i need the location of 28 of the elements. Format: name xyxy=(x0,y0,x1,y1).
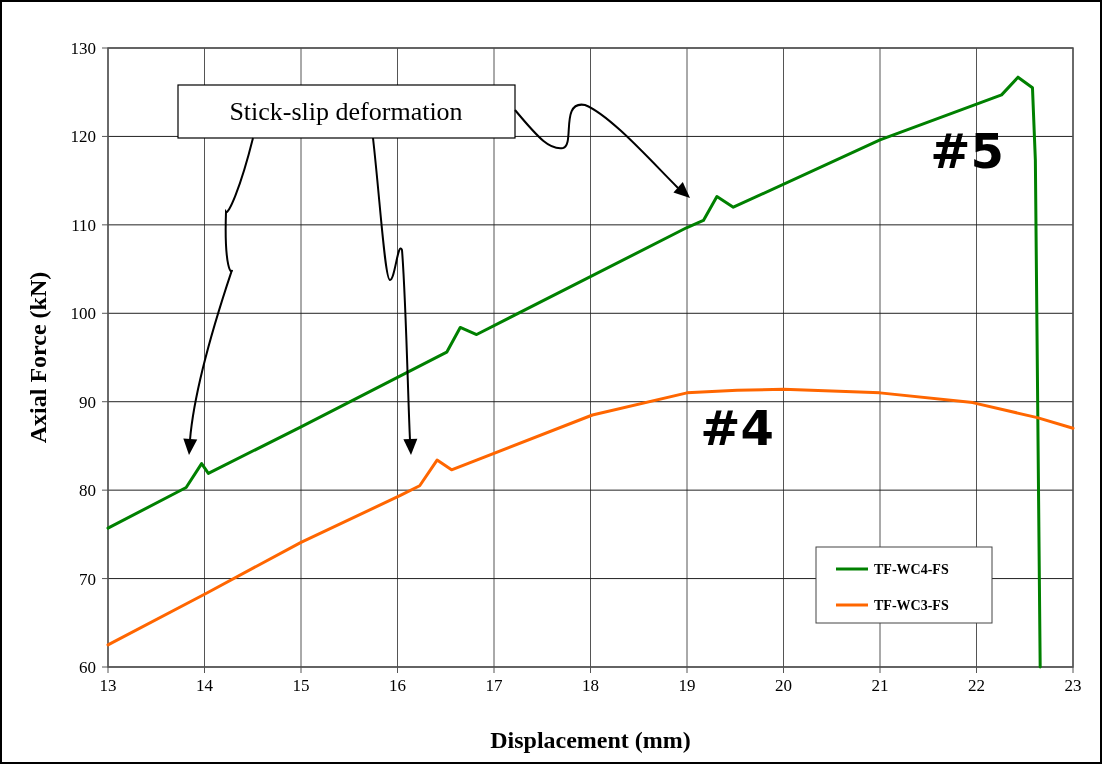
y-tick-label: 110 xyxy=(71,215,96,235)
x-tick-label: 19 xyxy=(678,676,696,695)
y-tick-label: 90 xyxy=(79,392,96,412)
y-tick-label: 70 xyxy=(79,569,96,589)
callout-box: Stick-slip deformation xyxy=(177,84,516,139)
line-series xyxy=(106,387,1075,647)
x-tick-label: 17 xyxy=(485,676,503,695)
y-axis-title: Axial Force (kN) xyxy=(25,271,51,444)
x-tick-label: 23 xyxy=(1064,676,1082,695)
x-tick-label: 18 xyxy=(582,676,599,695)
y-tick-label: 120 xyxy=(70,127,96,147)
y-tick-label: 60 xyxy=(79,658,96,677)
x-tick-label: 20 xyxy=(775,676,792,695)
legend-label: TF-WC4-FS xyxy=(874,562,949,577)
x-tick-label: 21 xyxy=(871,676,889,695)
y-tick-label: 130 xyxy=(70,39,96,58)
x-tick-label: 13 xyxy=(99,676,117,695)
x-tick-label: 15 xyxy=(292,676,310,695)
annotation: #4 xyxy=(700,400,774,456)
x-tick-label: 16 xyxy=(389,676,406,695)
annotation: Stick-slip deformation xyxy=(229,97,463,126)
x-axis-title: Displacement (mm) xyxy=(490,727,691,753)
y-tick-label: 100 xyxy=(70,304,96,324)
line-series xyxy=(106,75,1042,669)
legend-label: TF-WC3-FS xyxy=(874,598,949,613)
x-tick-label: 22 xyxy=(968,676,985,695)
y-tick-label: 80 xyxy=(79,481,96,501)
x-tick-label: 14 xyxy=(196,676,214,695)
